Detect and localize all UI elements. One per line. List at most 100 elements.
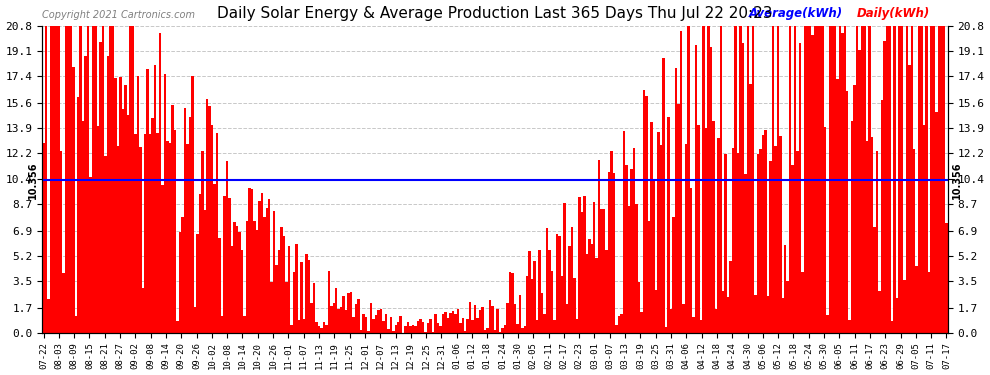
Bar: [148, 134, 151, 333]
Bar: [506, 303, 509, 333]
Bar: [585, 255, 588, 333]
Bar: [476, 318, 479, 333]
Bar: [427, 322, 430, 333]
Bar: [531, 279, 534, 333]
Bar: [936, 112, 938, 333]
Bar: [379, 309, 382, 333]
Bar: [250, 189, 253, 333]
Bar: [151, 118, 153, 333]
Bar: [776, 23, 779, 333]
Bar: [843, 23, 846, 333]
Bar: [194, 307, 196, 333]
Bar: [69, 23, 72, 333]
Bar: [156, 133, 158, 333]
Bar: [839, 23, 842, 333]
Bar: [260, 193, 263, 333]
Bar: [330, 306, 333, 333]
Title: Daily Solar Energy & Average Production Last 365 Days Thu Jul 22 20:23: Daily Solar Energy & Average Production …: [217, 6, 773, 21]
Bar: [866, 141, 868, 333]
Bar: [104, 156, 107, 333]
Bar: [901, 23, 903, 333]
Bar: [573, 278, 575, 333]
Bar: [161, 186, 163, 333]
Bar: [526, 276, 529, 333]
Bar: [109, 23, 112, 333]
Bar: [461, 318, 464, 333]
Bar: [692, 317, 695, 333]
Bar: [560, 276, 563, 333]
Bar: [583, 196, 585, 333]
Bar: [489, 300, 491, 333]
Bar: [176, 321, 179, 333]
Bar: [742, 43, 744, 333]
Bar: [680, 32, 682, 333]
Bar: [278, 251, 280, 333]
Bar: [469, 302, 471, 333]
Bar: [856, 23, 858, 333]
Bar: [255, 230, 258, 333]
Bar: [700, 320, 702, 333]
Bar: [732, 148, 735, 333]
Bar: [114, 78, 117, 333]
Bar: [239, 232, 241, 333]
Bar: [464, 331, 466, 333]
Bar: [603, 209, 606, 333]
Bar: [858, 50, 861, 333]
Bar: [893, 23, 896, 333]
Bar: [179, 232, 181, 333]
Bar: [725, 154, 727, 333]
Bar: [166, 141, 168, 333]
Bar: [623, 132, 626, 333]
Bar: [432, 332, 435, 333]
Bar: [539, 250, 541, 333]
Bar: [876, 152, 878, 333]
Bar: [744, 174, 746, 333]
Bar: [142, 288, 144, 333]
Bar: [781, 298, 784, 333]
Bar: [690, 188, 692, 333]
Bar: [92, 23, 94, 333]
Bar: [484, 330, 486, 333]
Bar: [677, 104, 680, 333]
Bar: [550, 271, 553, 333]
Bar: [846, 91, 848, 333]
Bar: [853, 85, 856, 333]
Bar: [784, 245, 786, 333]
Bar: [834, 23, 837, 333]
Bar: [616, 325, 618, 333]
Bar: [94, 23, 97, 333]
Bar: [270, 282, 273, 333]
Bar: [231, 246, 234, 333]
Bar: [670, 309, 672, 333]
Bar: [906, 23, 908, 333]
Bar: [347, 293, 349, 333]
Bar: [74, 316, 77, 333]
Bar: [89, 177, 92, 333]
Bar: [315, 322, 318, 333]
Bar: [636, 204, 638, 333]
Bar: [474, 304, 476, 333]
Bar: [258, 201, 260, 333]
Bar: [390, 317, 392, 333]
Bar: [204, 210, 206, 333]
Bar: [446, 318, 449, 333]
Bar: [52, 23, 54, 333]
Bar: [717, 138, 720, 333]
Bar: [132, 24, 134, 333]
Bar: [774, 146, 776, 333]
Bar: [687, 23, 690, 333]
Bar: [735, 23, 737, 333]
Bar: [158, 33, 161, 333]
Bar: [588, 240, 590, 333]
Bar: [357, 299, 359, 333]
Bar: [779, 136, 781, 333]
Bar: [707, 23, 710, 333]
Bar: [511, 273, 514, 333]
Bar: [606, 250, 608, 333]
Bar: [343, 296, 345, 333]
Bar: [643, 90, 645, 333]
Bar: [727, 297, 730, 333]
Text: Average(kWh): Average(kWh): [748, 7, 842, 20]
Bar: [761, 135, 764, 333]
Bar: [417, 321, 420, 333]
